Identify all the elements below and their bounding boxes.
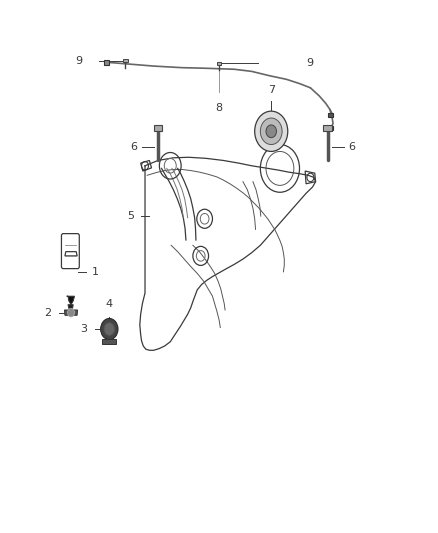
FancyBboxPatch shape: [123, 59, 127, 62]
Polygon shape: [68, 305, 73, 310]
Text: 7: 7: [268, 85, 275, 95]
FancyBboxPatch shape: [104, 60, 109, 65]
FancyBboxPatch shape: [217, 62, 221, 65]
Text: 3: 3: [81, 324, 88, 334]
Circle shape: [254, 111, 288, 151]
Circle shape: [266, 125, 276, 138]
Text: 2: 2: [44, 308, 51, 318]
FancyBboxPatch shape: [154, 125, 162, 131]
Text: 6: 6: [349, 142, 356, 152]
Circle shape: [260, 118, 282, 144]
Text: 9: 9: [306, 59, 313, 68]
Circle shape: [67, 309, 74, 317]
Text: 5: 5: [127, 211, 134, 221]
Circle shape: [101, 318, 118, 340]
FancyBboxPatch shape: [323, 125, 332, 131]
FancyBboxPatch shape: [102, 338, 116, 344]
Text: 4: 4: [106, 299, 113, 309]
Circle shape: [104, 322, 115, 335]
Text: 8: 8: [215, 103, 223, 113]
Polygon shape: [64, 310, 78, 316]
Text: 9: 9: [75, 56, 82, 66]
Polygon shape: [67, 296, 74, 305]
Text: 1: 1: [92, 267, 99, 277]
FancyBboxPatch shape: [328, 113, 333, 117]
FancyBboxPatch shape: [328, 126, 333, 130]
Text: 6: 6: [130, 142, 137, 152]
